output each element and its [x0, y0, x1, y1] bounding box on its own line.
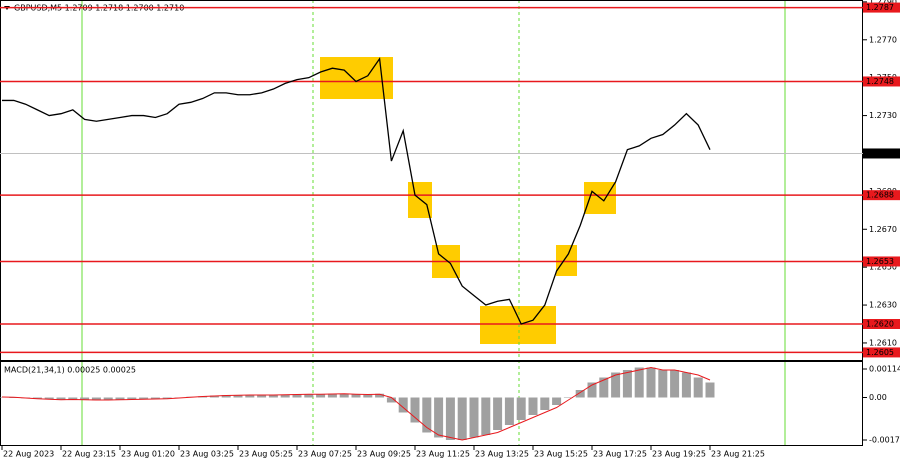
- macd-bar: [457, 397, 467, 440]
- level-tag: [863, 2, 900, 13]
- macd-bar: [339, 393, 349, 398]
- y-tick-label: 1.2630: [869, 301, 897, 310]
- x-tick-label: 23 Aug 01:20: [121, 450, 175, 459]
- macd-bar: [599, 377, 609, 398]
- x-tick-label: 23 Aug 09:25: [357, 450, 411, 459]
- macd-bar: [552, 397, 562, 405]
- macd-bar: [528, 397, 538, 415]
- level-tag: [863, 319, 900, 329]
- macd-bar: [103, 397, 113, 400]
- macd-bar: [622, 370, 632, 398]
- level-label: 1.2688: [866, 191, 894, 200]
- macd-bar: [575, 390, 585, 398]
- level-label: 1.2787: [866, 3, 894, 12]
- macd-bar: [139, 397, 149, 399]
- macd-bar: [516, 397, 526, 420]
- macd-bar: [233, 395, 243, 398]
- macd-bar: [587, 382, 597, 398]
- macd-bar: [115, 397, 125, 400]
- level-label: 1.2620: [866, 320, 894, 329]
- macd-bar: [670, 370, 680, 398]
- level-tag: [863, 256, 900, 267]
- y-tick-label: 1.2670: [869, 225, 897, 234]
- macd-bar: [398, 397, 408, 413]
- x-tick-label: 23 Aug 15:25: [534, 450, 588, 459]
- x-tick-label: 23 Aug 11:25: [416, 450, 470, 459]
- macd-bar: [304, 394, 314, 398]
- macd-bar: [410, 397, 420, 423]
- highlight-box: [480, 306, 556, 344]
- macd-bar: [56, 397, 66, 400]
- level-label: 1.2653: [866, 257, 894, 266]
- x-tick-label: 22 Aug 2023: [3, 450, 54, 459]
- macd-bar: [162, 397, 172, 399]
- macd-bar: [611, 372, 621, 398]
- macd-bar: [68, 397, 78, 400]
- y-tick-label: 1.2770: [869, 35, 897, 44]
- macd-bar: [221, 395, 231, 398]
- level-tag: [863, 347, 900, 358]
- macd-bar: [434, 397, 444, 438]
- macd-bar: [646, 367, 656, 398]
- macd-bar: [469, 397, 479, 438]
- y-tick-label: 1.2650: [869, 263, 897, 272]
- macd-bar: [245, 395, 255, 398]
- level-label: 1.2748: [866, 77, 894, 86]
- frame: [0, 0, 863, 446]
- level-tag: [863, 190, 900, 201]
- macd-bar: [705, 382, 715, 398]
- macd-bar: [445, 397, 455, 440]
- macd-bar: [504, 397, 514, 425]
- current-price-label: 1.2710: [866, 149, 894, 158]
- macd-y-tick-label: -0.0017: [869, 436, 900, 445]
- macd-bar: [44, 397, 54, 400]
- x-tick-label: 22 Aug 23:15: [62, 450, 116, 459]
- macd-y-tick-label: 0.00114: [869, 365, 900, 374]
- macd-bar: [681, 372, 691, 398]
- x-tick-label: 23 Aug 17:25: [593, 450, 647, 459]
- x-tick-label: 23 Aug 13:25: [475, 450, 529, 459]
- highlight-box: [556, 245, 577, 276]
- macd-bar: [634, 367, 644, 398]
- x-tick-label: 23 Aug 19:25: [652, 450, 706, 459]
- macd-bar: [375, 393, 385, 398]
- macd-bar: [150, 397, 160, 399]
- level-tag: [863, 76, 900, 87]
- macd-bar: [493, 397, 503, 430]
- macd-bar: [386, 397, 396, 403]
- macd-bar: [363, 394, 373, 398]
- macd-bar: [127, 397, 137, 400]
- macd-bar: [327, 393, 337, 398]
- macd-bar: [292, 394, 302, 398]
- x-tick-label: 23 Aug 03:25: [180, 450, 234, 459]
- price-line: [2, 56, 711, 325]
- macd-bar: [280, 394, 290, 398]
- macd-bar: [693, 377, 703, 398]
- macd-bar: [540, 397, 550, 410]
- x-tick-label: 23 Aug 21:25: [711, 450, 765, 459]
- macd-title: MACD(21,34,1) 0.00025 0.00025: [4, 366, 136, 375]
- macd-bar: [316, 394, 326, 398]
- macd-bar: [351, 394, 361, 398]
- macd-bar: [658, 370, 668, 398]
- y-tick-label: 1.2730: [869, 111, 897, 120]
- macd-bar: [563, 397, 573, 398]
- macd-bar: [91, 397, 101, 401]
- macd-bar: [268, 395, 278, 398]
- current-price-tag: [863, 148, 900, 159]
- macd-bar: [257, 395, 267, 398]
- x-tick-label: 23 Aug 07:25: [298, 450, 352, 459]
- level-label: 1.2605: [866, 348, 894, 357]
- macd-y-tick-label: 0.00: [869, 393, 887, 402]
- macd-bar: [80, 397, 90, 400]
- macd-signal: [1, 366, 711, 441]
- x-tick-label: 23 Aug 05:25: [239, 450, 293, 459]
- macd-bar: [422, 397, 432, 433]
- macd-bar: [481, 397, 491, 435]
- y-tick-label: 1.2610: [869, 338, 897, 347]
